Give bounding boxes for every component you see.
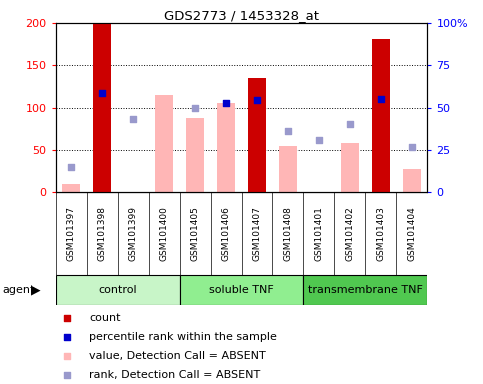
Point [253, 97, 261, 103]
Bar [217, 103, 235, 192]
Text: soluble TNF: soluble TNF [209, 285, 274, 295]
Bar [341, 143, 359, 192]
Point [98, 90, 106, 96]
Text: rank, Detection Call = ABSENT: rank, Detection Call = ABSENT [89, 370, 260, 380]
Text: GSM101400: GSM101400 [159, 206, 169, 261]
Bar [93, 23, 112, 192]
Point [63, 372, 71, 378]
Point [284, 128, 292, 134]
Bar [372, 39, 390, 192]
Bar [155, 95, 173, 192]
Bar [403, 169, 421, 192]
Text: GSM101399: GSM101399 [128, 206, 138, 261]
Text: GSM101398: GSM101398 [98, 206, 107, 261]
Text: GSM101397: GSM101397 [67, 206, 75, 261]
Point [129, 116, 137, 122]
Text: GSM101403: GSM101403 [376, 206, 385, 261]
Bar [180, 275, 303, 305]
Point [63, 353, 71, 359]
Text: GSM101405: GSM101405 [190, 206, 199, 261]
Title: GDS2773 / 1453328_at: GDS2773 / 1453328_at [164, 9, 319, 22]
Text: transmembrane TNF: transmembrane TNF [308, 285, 423, 295]
Bar [279, 146, 297, 192]
Text: GSM101402: GSM101402 [345, 206, 355, 261]
Text: count: count [89, 313, 121, 323]
Point [408, 144, 416, 150]
Bar [62, 184, 80, 192]
Point [63, 334, 71, 340]
Point [377, 96, 385, 102]
Bar [248, 78, 266, 192]
Text: ▶: ▶ [31, 283, 41, 296]
Point [191, 104, 199, 111]
Text: GSM101401: GSM101401 [314, 206, 324, 261]
Text: GSM101408: GSM101408 [284, 206, 293, 261]
Text: GSM101404: GSM101404 [408, 206, 416, 261]
Text: agent: agent [2, 285, 35, 295]
Point [222, 100, 230, 106]
Text: GSM101407: GSM101407 [253, 206, 261, 261]
Bar [303, 275, 427, 305]
Text: control: control [98, 285, 137, 295]
Point [315, 137, 323, 144]
Bar [56, 275, 180, 305]
Point [63, 315, 71, 321]
Bar [186, 118, 204, 192]
Point [346, 121, 354, 127]
Text: percentile rank within the sample: percentile rank within the sample [89, 332, 277, 342]
Text: value, Detection Call = ABSENT: value, Detection Call = ABSENT [89, 351, 266, 361]
Text: GSM101406: GSM101406 [222, 206, 230, 261]
Point [67, 164, 75, 170]
